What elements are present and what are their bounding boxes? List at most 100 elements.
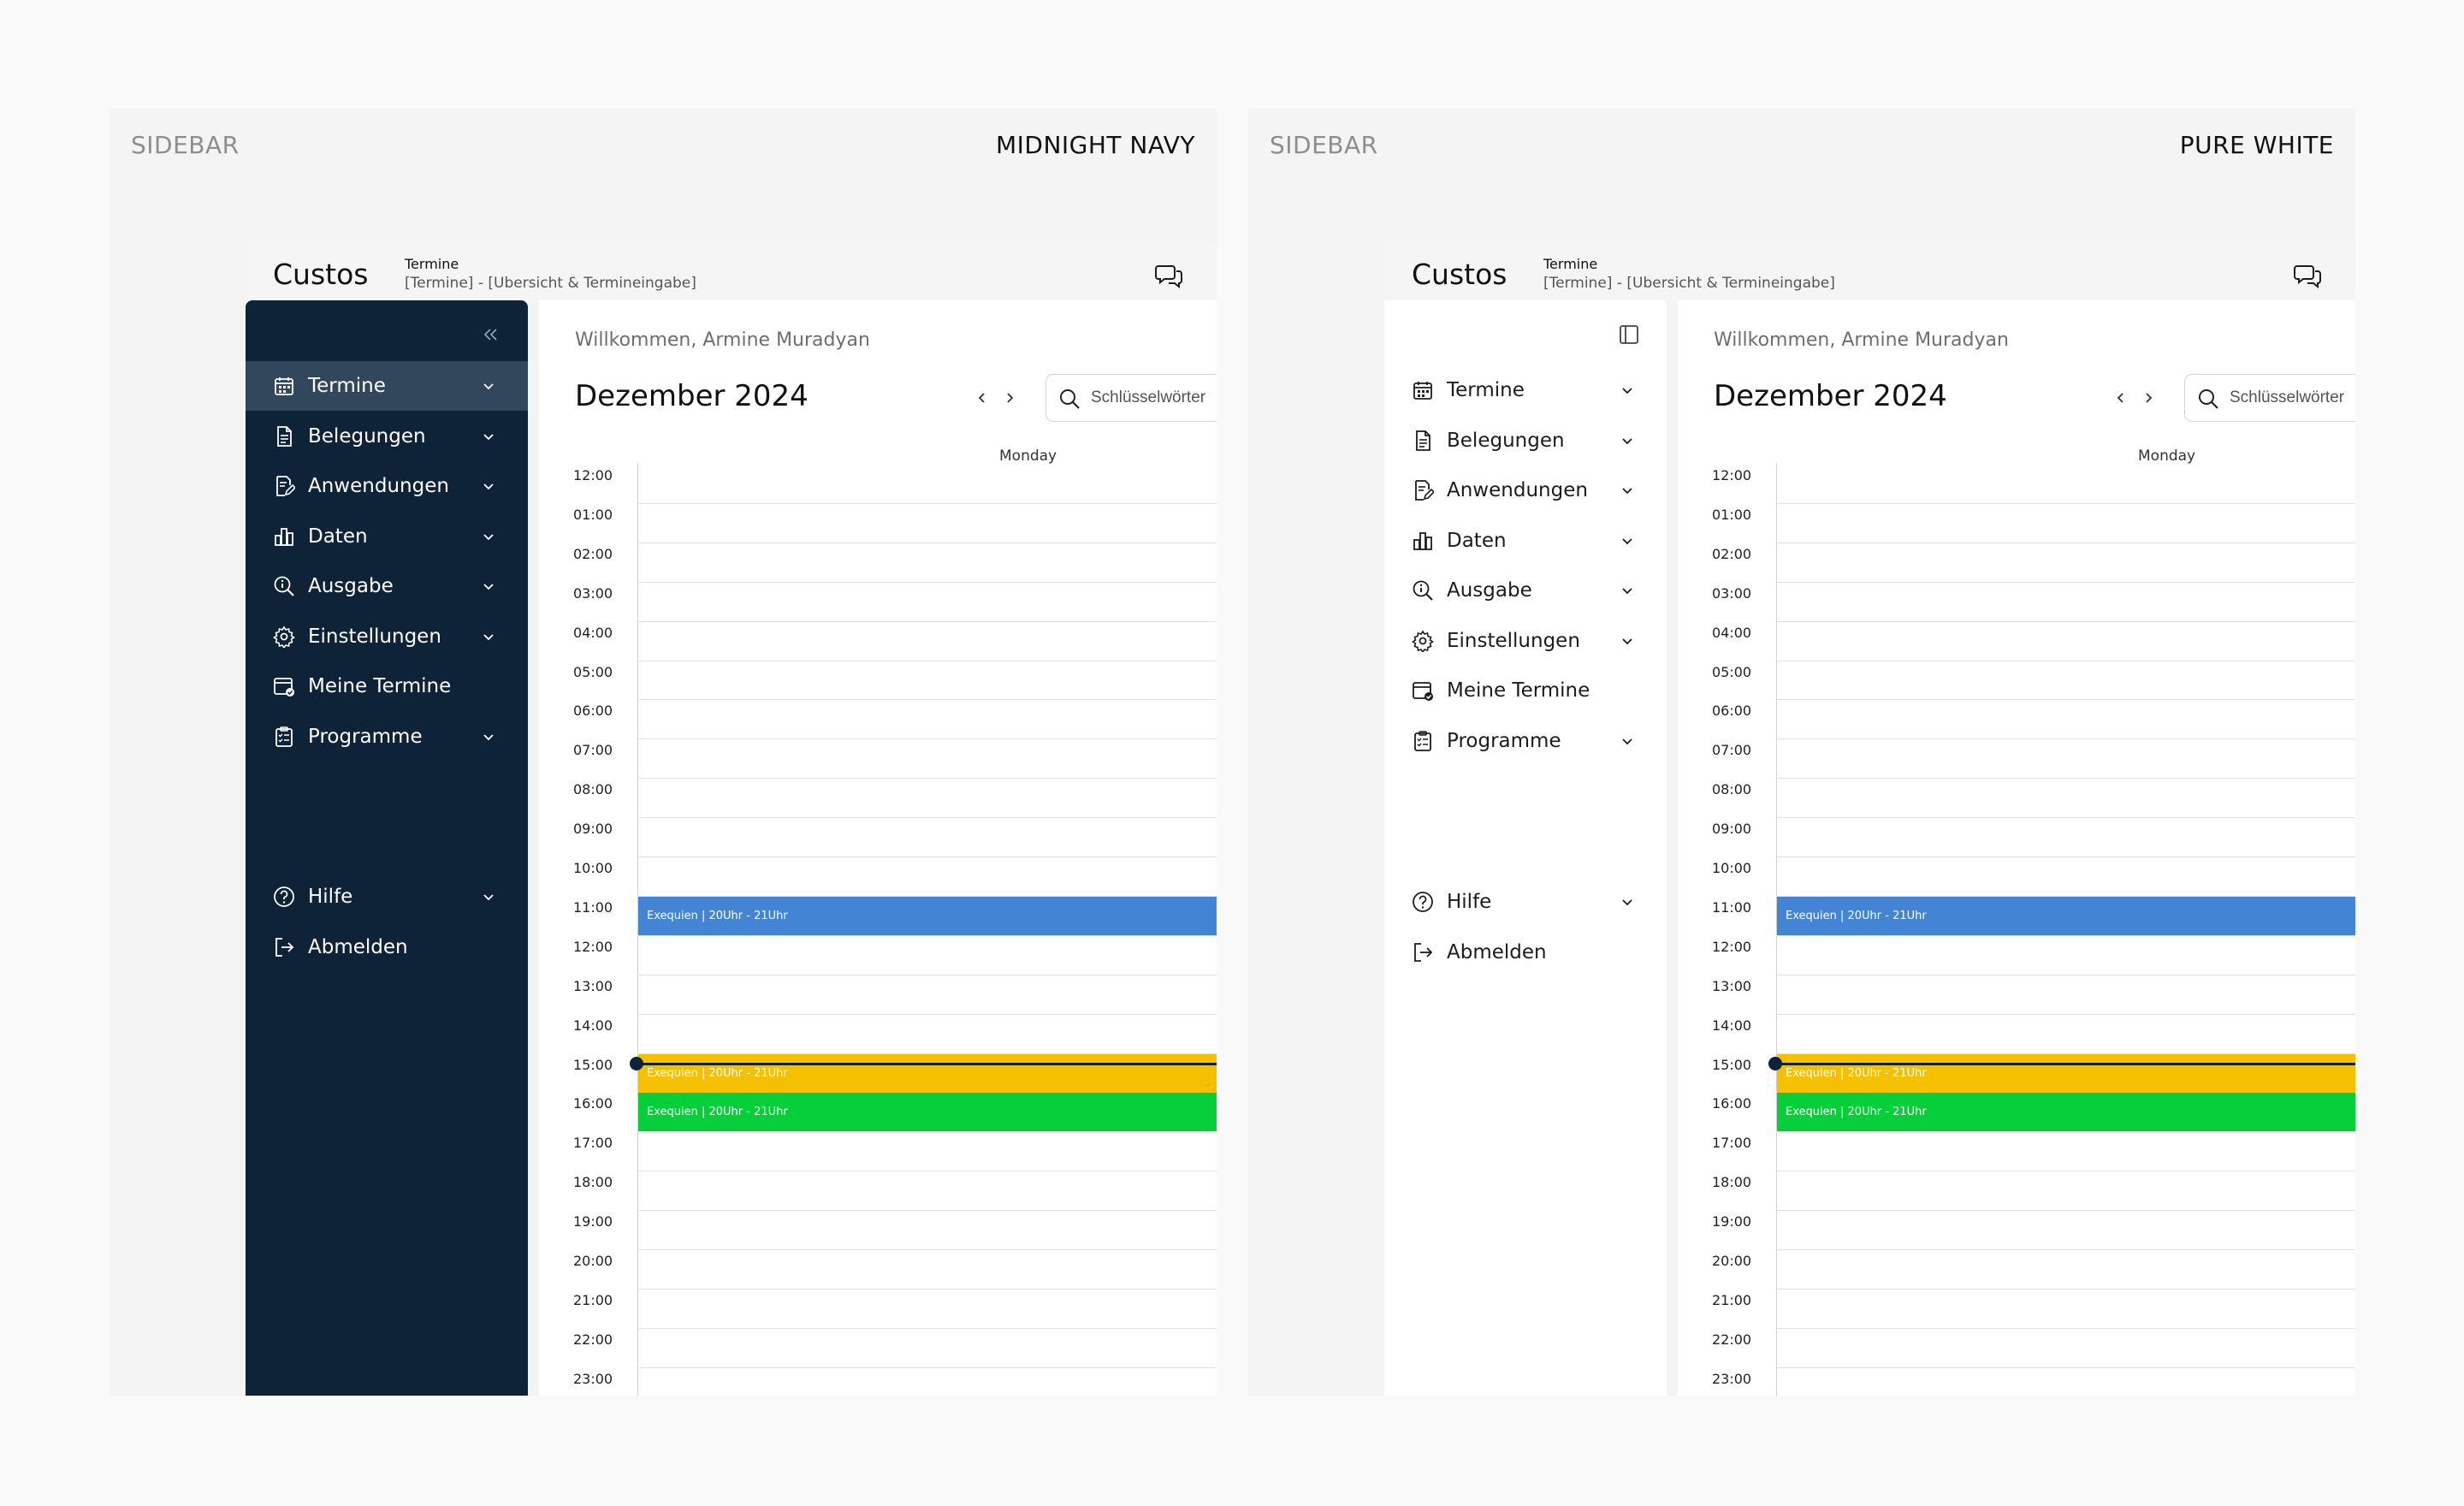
calendar-event[interactable]: Exequien | 20Uhr - 21Uhr bbox=[638, 1093, 1217, 1132]
current-time-dot bbox=[630, 1057, 643, 1070]
chevron-down-icon[interactable] bbox=[1620, 434, 1634, 448]
hour-label: 15:00 bbox=[573, 1056, 613, 1073]
gear-icon bbox=[273, 626, 295, 649]
sidebar-item-abmelden[interactable]: Abmelden bbox=[246, 922, 528, 972]
breadcrumb-title: Termine bbox=[405, 256, 459, 272]
hour-label: 13:00 bbox=[573, 977, 613, 994]
chevron-down-icon[interactable] bbox=[1620, 634, 1634, 648]
search-icon bbox=[1058, 388, 1081, 410]
sidebar-item-einstellungen[interactable]: Einstellungen bbox=[246, 612, 528, 661]
sidebar-item-anwendungen[interactable]: Anwendungen bbox=[1384, 465, 1667, 515]
hour-gridline bbox=[1776, 1327, 2355, 1329]
sidebar-toggle-icon[interactable] bbox=[1619, 324, 1639, 345]
hour-gridline bbox=[637, 1052, 1217, 1054]
hour-label: 17:00 bbox=[573, 1135, 613, 1152]
chevron-left-icon[interactable] bbox=[2112, 389, 2129, 406]
hour-label: 20:00 bbox=[1712, 1253, 1752, 1269]
chevron-down-icon[interactable] bbox=[482, 730, 495, 744]
chevron-down-icon[interactable] bbox=[1620, 534, 1634, 548]
hour-label: 10:00 bbox=[573, 860, 613, 876]
panel-label-sidebar: SIDEBAR bbox=[1270, 131, 1378, 159]
hour-label: 19:00 bbox=[1712, 1213, 1752, 1230]
hour-label: 12:00 bbox=[1712, 938, 1752, 955]
sidebar-item-label: Einstellungen bbox=[308, 625, 441, 648]
calendar-event[interactable]: Exequien | 20Uhr - 21Uhr bbox=[1777, 1093, 2355, 1132]
sidebar-item-daten[interactable]: Daten bbox=[1384, 516, 1667, 566]
chevron-down-icon[interactable] bbox=[482, 379, 495, 393]
sidebar-item-label: Anwendungen bbox=[308, 475, 449, 497]
chevron-down-icon[interactable] bbox=[482, 479, 495, 493]
chevron-left-icon[interactable] bbox=[974, 389, 991, 406]
hour-gridline bbox=[1776, 738, 2355, 740]
app-header: Custos Termine [Termine] - [Ubersicht & Te… bbox=[1384, 244, 2355, 300]
sidebar-item-hilfe[interactable]: Hilfe bbox=[1384, 877, 1667, 927]
sidebar-item-belegungen[interactable]: Belegungen bbox=[246, 412, 528, 461]
sidebar-item-anwendungen[interactable]: Anwendungen bbox=[246, 461, 528, 511]
search-input[interactable] bbox=[1091, 387, 1217, 409]
chat-icon[interactable] bbox=[1155, 263, 1182, 289]
chevron-down-icon[interactable] bbox=[1620, 483, 1634, 497]
calendar-icon bbox=[273, 375, 295, 397]
chat-icon[interactable] bbox=[2294, 263, 2321, 289]
welcome-text: Willkommen, Armine Muradyan bbox=[1714, 329, 2009, 351]
sidebar-item-belegungen[interactable]: Belegungen bbox=[1384, 416, 1667, 465]
hour-label: 04:00 bbox=[573, 624, 613, 641]
chevron-right-icon[interactable] bbox=[2140, 389, 2157, 406]
app-title: Custos bbox=[273, 258, 369, 291]
sidebar-item-programme[interactable]: Programme bbox=[1384, 716, 1667, 766]
chevron-down-icon[interactable] bbox=[1620, 734, 1634, 748]
chevron-down-icon[interactable] bbox=[1620, 584, 1634, 597]
hour-gridline bbox=[1776, 1210, 2355, 1212]
hour-label: 20:00 bbox=[573, 1253, 613, 1269]
sidebar-item-label: Einstellungen bbox=[1447, 629, 1580, 652]
hour-label: 10:00 bbox=[1712, 860, 1752, 876]
chevron-down-icon[interactable] bbox=[1620, 895, 1634, 909]
hour-gridline bbox=[637, 817, 1217, 819]
sidebar-item-ausgabe[interactable]: Ausgabe bbox=[246, 561, 528, 611]
hour-label: 01:00 bbox=[573, 506, 613, 523]
search-box bbox=[1045, 374, 1217, 422]
chevron-down-icon[interactable] bbox=[482, 530, 495, 543]
sidebar-item-label: Ausgabe bbox=[308, 575, 394, 597]
sidebar-item-hilfe[interactable]: Hilfe bbox=[246, 872, 528, 922]
hour-label: 08:00 bbox=[1712, 781, 1752, 798]
breadcrumb-path: [Termine] - [Ubersicht & Termineingabe] bbox=[1543, 275, 1835, 292]
sidebar-item-programme[interactable]: Programme bbox=[246, 712, 528, 762]
sidebar-item-label: Termine bbox=[1447, 379, 1525, 401]
hour-label: 17:00 bbox=[1712, 1135, 1752, 1152]
hour-gridline bbox=[1776, 1092, 2355, 1094]
sidebar-item-abmelden[interactable]: Abmelden bbox=[1384, 928, 1667, 977]
chevron-down-icon[interactable] bbox=[1620, 383, 1634, 397]
info-search-icon bbox=[1412, 579, 1434, 602]
sidebar-item-einstellungen[interactable]: Einstellungen bbox=[1384, 616, 1667, 666]
edit-document-icon bbox=[1412, 479, 1436, 501]
hour-label: 06:00 bbox=[573, 703, 613, 720]
collapse-sidebar-icon[interactable] bbox=[480, 324, 500, 345]
hour-label: 23:00 bbox=[1712, 1370, 1752, 1387]
sidebar-item-termine[interactable]: Termine bbox=[1384, 365, 1667, 415]
sidebar-item-meine-termine[interactable]: Meine Termine bbox=[246, 661, 528, 711]
sidebar-item-termine[interactable]: Termine bbox=[246, 361, 528, 411]
hour-label: 23:00 bbox=[573, 1370, 613, 1387]
chevron-right-icon[interactable] bbox=[1001, 389, 1018, 406]
hour-gridline bbox=[1776, 1249, 2355, 1250]
chevron-down-icon[interactable] bbox=[482, 890, 495, 904]
calendar-event[interactable]: Exequien | 20Uhr - 21Uhr bbox=[1777, 1053, 2355, 1093]
sidebar-item-ausgabe[interactable]: Ausgabe bbox=[1384, 566, 1667, 615]
hour-label: 12:00 bbox=[1712, 467, 1752, 483]
calendar-event[interactable]: Exequien | 20Uhr - 21Uhr bbox=[638, 896, 1217, 935]
sidebar-item-meine-termine[interactable]: Meine Termine bbox=[1384, 666, 1667, 715]
clipboard-icon bbox=[1412, 730, 1434, 752]
hour-gridline bbox=[637, 699, 1217, 701]
chevron-down-icon[interactable] bbox=[482, 630, 495, 643]
sidebar-item-daten[interactable]: Daten bbox=[246, 512, 528, 561]
calendar-event[interactable]: Exequien | 20Uhr - 21Uhr bbox=[638, 1053, 1217, 1093]
calendar-event[interactable]: Exequien | 20Uhr - 21Uhr bbox=[1777, 896, 2355, 935]
sidebar-item-label: Meine Termine bbox=[308, 675, 452, 697]
chevron-down-icon[interactable] bbox=[482, 579, 495, 593]
chevron-down-icon[interactable] bbox=[482, 430, 495, 443]
current-time-line bbox=[1776, 1063, 2355, 1065]
clipboard-icon bbox=[273, 726, 295, 748]
search-input[interactable] bbox=[2230, 387, 2355, 409]
hour-gridline bbox=[637, 934, 1217, 936]
